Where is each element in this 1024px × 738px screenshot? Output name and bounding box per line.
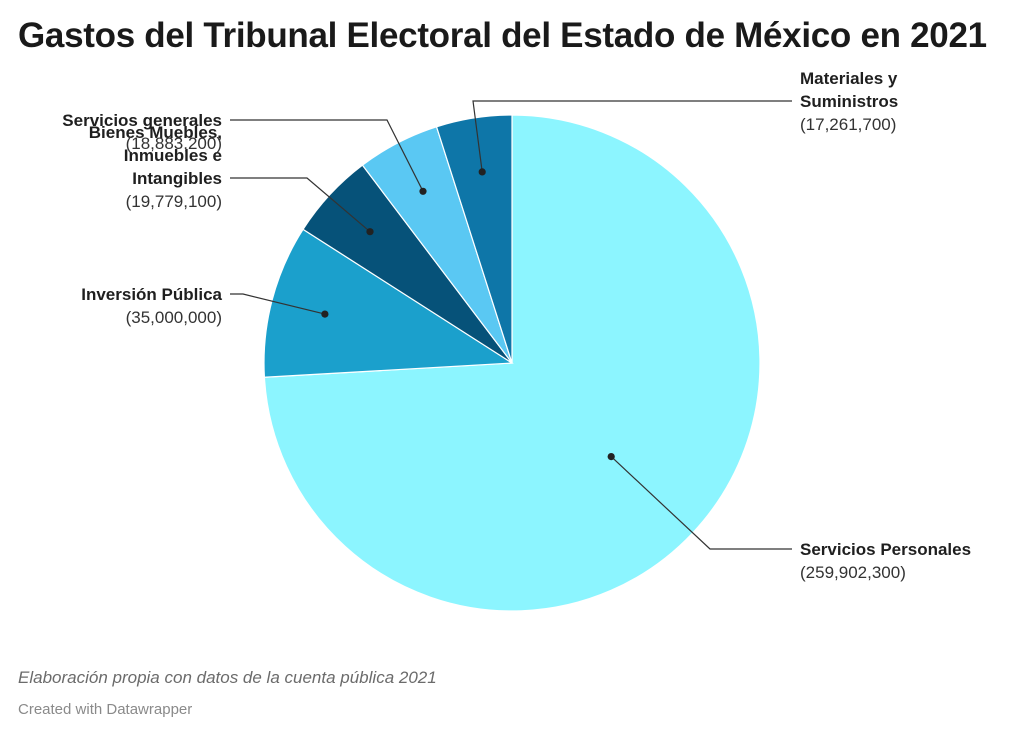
slice-label-inversion-publica: Inversión Pública (35,000,000) [81,285,222,327]
leader-dot-servicios-personales [607,453,615,461]
slice-label-bienes-muebles-inmuebles-e-intangibles: Bienes Muebles, Inmuebles e Intangibles (19… [89,123,222,211]
slice-label-servicios-personales: Servicios Personales (259,902,300) [800,540,971,582]
pie-slice-inversion-publica [263,228,514,378]
pie-slice-materiales-y-suministros [435,114,513,364]
chart-title: Gastos del Tribunal Electoral del Estado… [18,16,987,55]
leader-dot-inversion-publica [321,310,329,318]
slice-label-materiales-y-suministros: Materiales y Suministros (17,261,700) [800,69,898,134]
leader-line-servicios-generales [230,119,424,192]
source-note: Elaboración propia con datos de la cuent… [18,668,437,687]
slice-labels: Servicios Personales (259,902,300) Inversi… [62,69,971,582]
leader-line-inversion-publica [230,293,326,315]
leader-dot-bienes-muebles-inmuebles-e-intangibles [366,228,374,236]
leader-line-materiales-y-suministros [472,100,792,172]
leader-lines [230,100,792,550]
slice-label-servicios-generales: Servicios generales (18,883,200) [62,111,222,153]
leader-dot-materiales-y-suministros [478,168,486,176]
pie-slices [263,114,761,612]
credit-line: Created with Datawrapper [18,701,193,718]
leader-dot-servicios-generales [419,187,427,195]
leader-line-servicios-personales [610,456,792,550]
leader-line-bienes-muebles-inmuebles-e-intangibles [230,177,371,233]
